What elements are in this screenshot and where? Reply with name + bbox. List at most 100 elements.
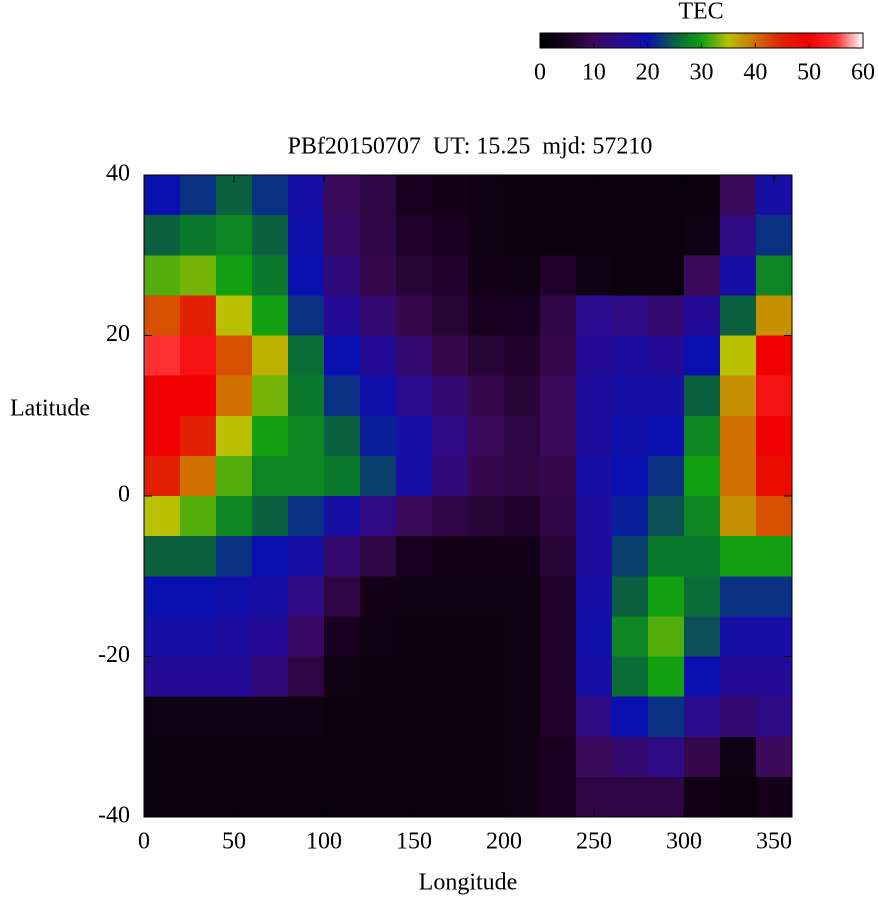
heatmap-cell xyxy=(720,375,757,417)
heatmap-cell xyxy=(396,536,433,577)
heatmap-cell xyxy=(396,255,433,296)
heatmap-cell xyxy=(504,335,541,377)
heatmap-cell xyxy=(360,656,397,698)
heatmap-cell xyxy=(576,616,613,657)
heatmap-cell xyxy=(576,255,613,296)
y-tick-label: -40 xyxy=(98,803,130,829)
heatmap-cell xyxy=(576,656,613,698)
heatmap-cell xyxy=(468,295,505,336)
heatmap-cell xyxy=(180,576,217,617)
heatmap-cell xyxy=(324,335,361,377)
heatmap-cell xyxy=(756,255,793,296)
heatmap-cell xyxy=(756,455,793,497)
heatmap-cell xyxy=(324,295,361,336)
heatmap-cell xyxy=(180,696,217,738)
heatmap-cell xyxy=(324,776,361,818)
heatmap-cell xyxy=(648,215,685,256)
heatmap-cell xyxy=(684,295,721,336)
heatmap-cell xyxy=(684,496,721,537)
heatmap-cell xyxy=(252,255,289,296)
heatmap-cell xyxy=(468,696,505,738)
heatmap-cell xyxy=(180,255,217,296)
heatmap-cell xyxy=(360,455,397,497)
heatmap-cell xyxy=(720,736,757,778)
heatmap-cell xyxy=(468,375,505,417)
heatmap-cell xyxy=(324,455,361,497)
heatmap-cell xyxy=(144,536,181,577)
heatmap-cell xyxy=(504,215,541,256)
heatmap-cell xyxy=(504,255,541,296)
colorbar-tick-label: 40 xyxy=(743,60,767,86)
heatmap-cell xyxy=(540,656,577,698)
heatmap-cell xyxy=(540,255,577,296)
heatmap-cell xyxy=(504,776,541,818)
heatmap-cell xyxy=(756,696,793,738)
heatmap-cell xyxy=(288,656,325,698)
heatmap-cell xyxy=(144,295,181,336)
heatmap-cell xyxy=(504,295,541,336)
heatmap-cell xyxy=(648,616,685,657)
heatmap-cell xyxy=(360,295,397,336)
heatmap-cell xyxy=(612,375,649,417)
heatmap-cell xyxy=(504,576,541,617)
colorbar-tick-label: 60 xyxy=(851,60,875,86)
heatmap-cell xyxy=(144,776,181,818)
heatmap-cell xyxy=(288,455,325,497)
heatmap-cell xyxy=(144,175,181,216)
heatmap-cell xyxy=(468,335,505,377)
heatmap-cell xyxy=(216,455,253,497)
heatmap-cell xyxy=(288,415,325,457)
heatmap-cell xyxy=(684,736,721,778)
heatmap-cell xyxy=(468,455,505,497)
heatmap-cell xyxy=(576,415,613,457)
heatmap-cell xyxy=(720,656,757,698)
heatmap-cell xyxy=(612,335,649,377)
heatmap-cell xyxy=(288,255,325,296)
heatmap-cell xyxy=(432,295,469,336)
heatmap-cell xyxy=(720,335,757,377)
heatmap-cell xyxy=(288,776,325,818)
x-tick-label: 200 xyxy=(486,829,522,855)
x-tick-label: 250 xyxy=(576,829,612,855)
heatmap-cell xyxy=(684,215,721,256)
heatmap-cell xyxy=(720,295,757,336)
heatmap-cell xyxy=(180,616,217,657)
heatmap-cell xyxy=(468,415,505,457)
heatmap-cell xyxy=(684,175,721,216)
heatmap-cell xyxy=(396,335,433,377)
heatmap-cell xyxy=(216,536,253,577)
heatmap-cell xyxy=(144,375,181,417)
heatmap-cell xyxy=(180,656,217,698)
heatmap-cell xyxy=(360,255,397,296)
heatmap-cell xyxy=(648,175,685,216)
heatmap-cell xyxy=(756,616,793,657)
y-tick-label: 20 xyxy=(106,321,130,347)
heatmap-cell xyxy=(180,776,217,818)
heatmap-cell xyxy=(756,656,793,698)
heatmap-cell xyxy=(576,496,613,537)
heatmap-cell xyxy=(324,696,361,738)
heatmap-cell xyxy=(648,455,685,497)
heatmap-cell xyxy=(504,175,541,216)
heatmap-cell xyxy=(684,375,721,417)
heatmap-cell xyxy=(468,215,505,256)
heatmap-cell xyxy=(432,375,469,417)
heatmap-cell xyxy=(576,335,613,377)
heatmap-cell xyxy=(324,415,361,457)
heatmap-cell xyxy=(756,496,793,537)
heatmap-cell xyxy=(720,455,757,497)
heatmap-cell xyxy=(432,696,469,738)
heatmap-cell xyxy=(288,736,325,778)
heatmap-cell xyxy=(324,255,361,296)
heatmap-cell xyxy=(648,496,685,537)
heatmap-cell xyxy=(468,175,505,216)
heatmap-cell xyxy=(252,375,289,417)
heatmap-cell xyxy=(612,776,649,818)
heatmap-cell xyxy=(684,455,721,497)
heatmap-cell xyxy=(360,496,397,537)
heatmap-cell xyxy=(648,335,685,377)
heatmap-cell xyxy=(648,375,685,417)
heatmap-cell xyxy=(504,415,541,457)
heatmap-cell xyxy=(252,736,289,778)
heatmap-cell xyxy=(180,215,217,256)
